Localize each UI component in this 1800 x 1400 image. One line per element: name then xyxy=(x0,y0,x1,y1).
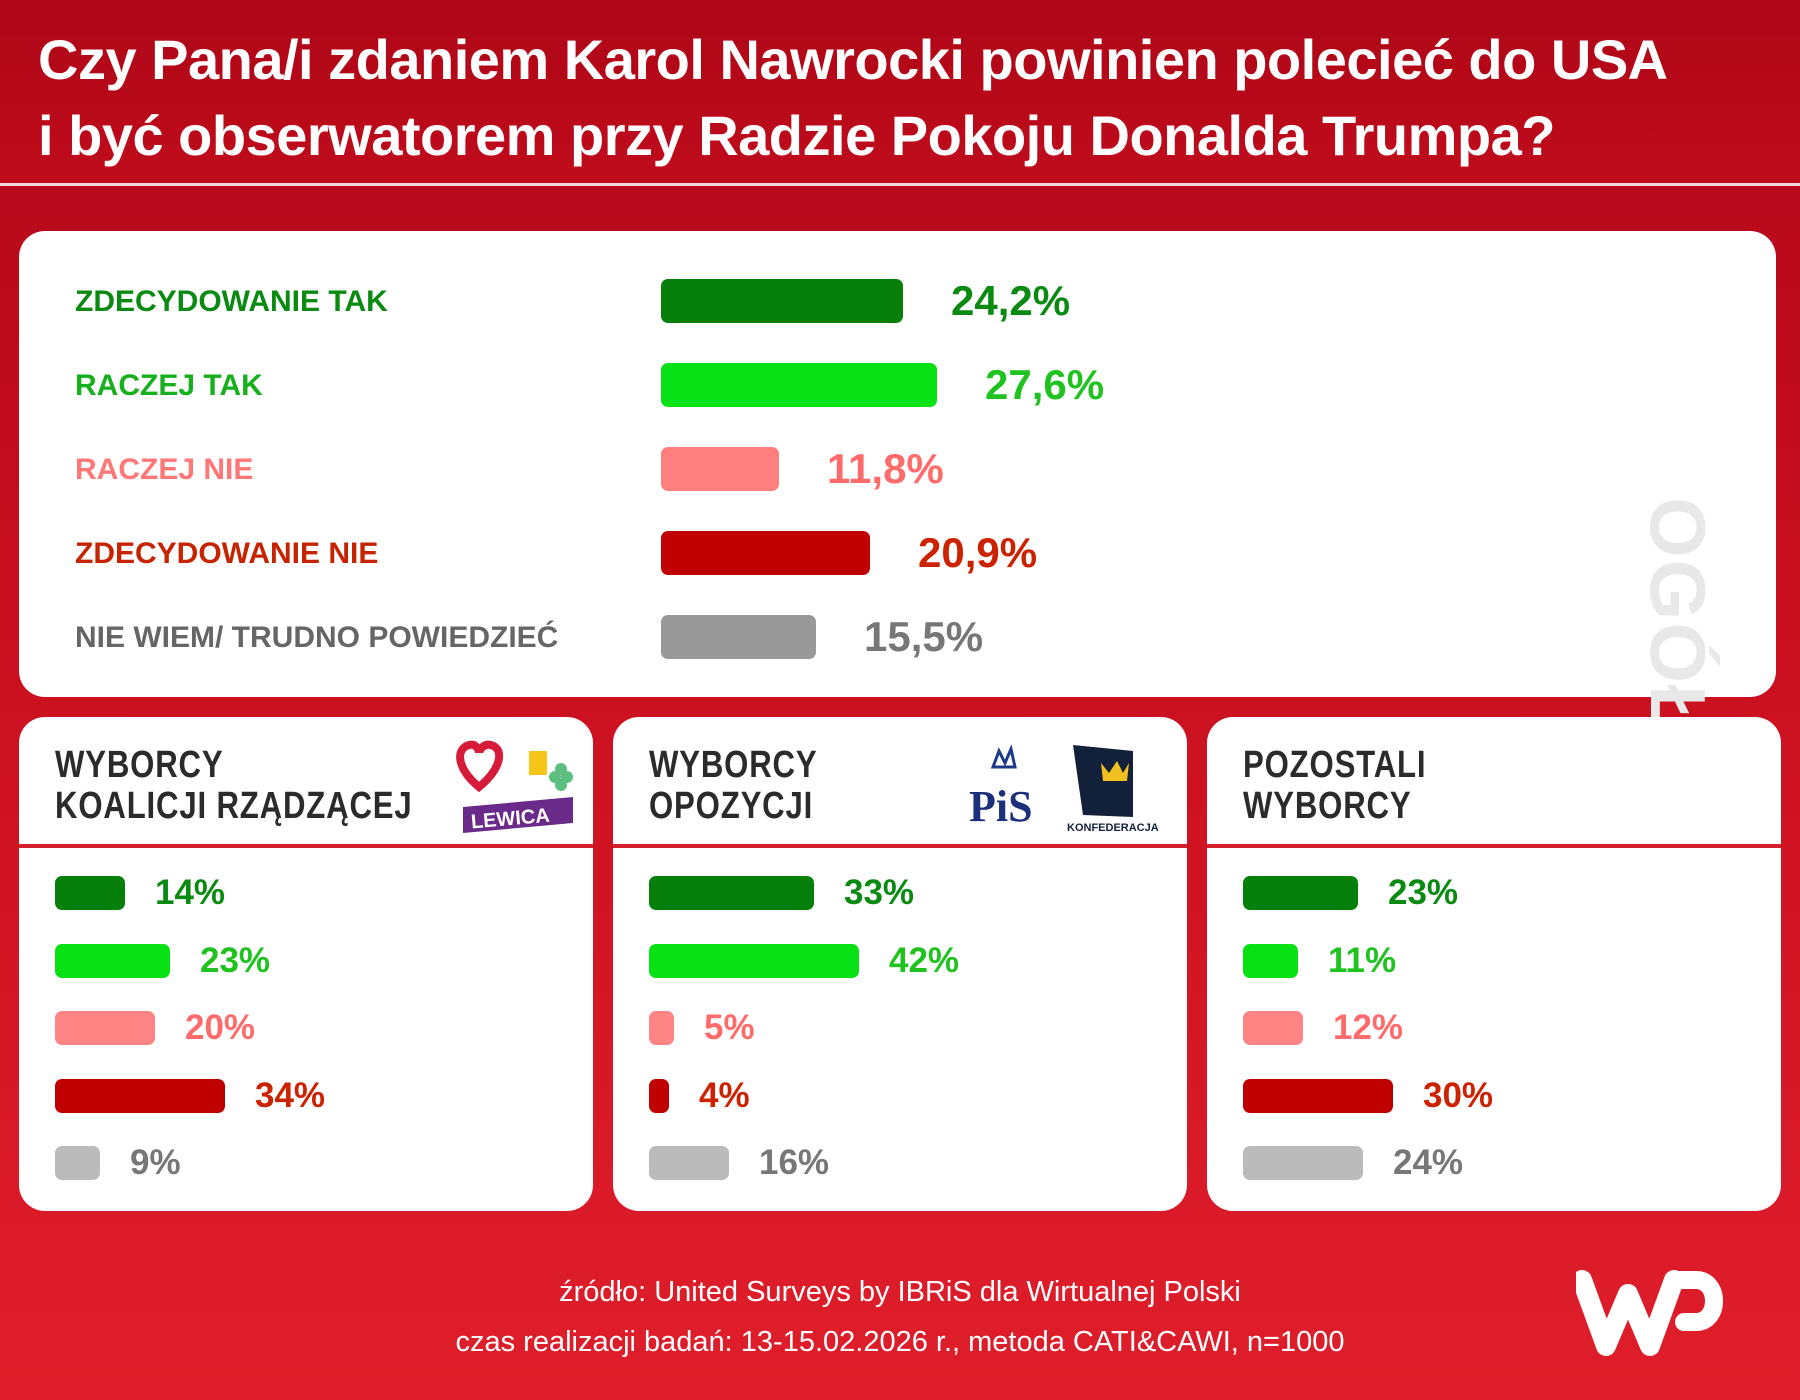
value-label: 34% xyxy=(255,1075,326,1115)
value-label: 30% xyxy=(1423,1075,1494,1115)
page-title: Czy Pana/i zdaniem Karol Nawrocki powini… xyxy=(38,22,1668,174)
bar-row: 12% xyxy=(1207,1008,1781,1047)
bar xyxy=(55,1078,225,1113)
bar-row: 24% xyxy=(1207,1143,1781,1182)
bar xyxy=(649,1146,729,1180)
value-label: 24% xyxy=(1393,1143,1464,1182)
bar-row: 4% xyxy=(613,1075,1187,1115)
bar-row: 5% xyxy=(613,1008,1187,1047)
value-label: 4% xyxy=(699,1075,750,1115)
value-label: 11,8% xyxy=(827,445,944,492)
method-text: czas realizacji badań: 13-15.02.2026 r.,… xyxy=(455,1326,1345,1358)
value-label: 9% xyxy=(130,1143,181,1182)
bar xyxy=(649,1078,669,1113)
value-label: 27,6% xyxy=(985,361,1105,408)
bar xyxy=(55,943,170,978)
value-label: 14% xyxy=(155,873,226,912)
value-label: 23% xyxy=(1388,873,1459,912)
bar-row: 42% xyxy=(613,940,1187,980)
opposition-logos-icon: PiS KONFEDERACJA xyxy=(969,744,1159,834)
source-text: źródło: United Surveys by IBRiS dla Wirt… xyxy=(559,1276,1241,1308)
bar-row: 23% xyxy=(19,940,593,980)
value-label: 20% xyxy=(185,1008,256,1047)
coalition-logos-icon: LEWICA xyxy=(456,740,573,833)
category-label: RACZEJ NIE xyxy=(75,453,254,486)
bar xyxy=(649,1011,674,1045)
bar-row: 20% xyxy=(19,1008,593,1047)
bar xyxy=(1243,1146,1363,1180)
bar xyxy=(1243,876,1358,910)
title-line: i być obserwatorem przy Radzie Pokoju Do… xyxy=(38,104,1555,167)
bar-row: 16% xyxy=(613,1143,1187,1182)
bar-row: 9% xyxy=(19,1143,593,1182)
bar xyxy=(661,531,870,575)
bar-row: 34% xyxy=(19,1075,593,1115)
value-label: 42% xyxy=(889,940,960,980)
bar xyxy=(661,447,779,491)
panel-title: WYBORCY OPOZYCJI xyxy=(649,744,818,827)
bar-row: ZDECYDOWANIE TAK 24,2% xyxy=(19,277,1776,324)
bar-row: ZDECYDOWANIE NIE 20,9% xyxy=(19,529,1776,576)
panel-title: POZOSTALI WYBORCY xyxy=(1243,744,1427,827)
bar xyxy=(649,943,859,978)
bar-row: NIE WIEM/ TRUDNO POWIEDZIEĆ 15,5% xyxy=(19,613,1776,660)
header: Czy Pana/i zdaniem Karol Nawrocki powini… xyxy=(0,0,1800,186)
bar-row: 11% xyxy=(1207,940,1781,980)
bar xyxy=(661,615,816,659)
bar-row: 14% xyxy=(19,873,593,912)
bar xyxy=(649,876,814,910)
bar-row: RACZEJ TAK 27,6% xyxy=(19,361,1776,408)
category-label: ZDECYDOWANIE NIE xyxy=(75,537,379,570)
svg-text:PiS: PiS xyxy=(969,782,1033,831)
title-line: Czy Pana/i zdaniem Karol Nawrocki powini… xyxy=(38,28,1668,91)
value-label: 16% xyxy=(759,1143,830,1182)
bar xyxy=(1243,943,1298,978)
panel-header: WYBORCY KOALICJI RZĄDZĄCEJ LEWICA xyxy=(19,717,593,848)
wp-logo-icon xyxy=(1576,1270,1723,1356)
value-label: 15,5% xyxy=(864,613,984,660)
value-label: 5% xyxy=(704,1008,755,1047)
svg-text:KONFEDERACJA: KONFEDERACJA xyxy=(1067,822,1159,834)
other-voters-panel: POZOSTALI WYBORCY 23% 11% 12% 30% 24% xyxy=(1207,717,1781,1211)
bar xyxy=(661,279,903,323)
category-label: NIE WIEM/ TRUDNO POWIEDZIEĆ xyxy=(75,621,559,654)
panel-title: WYBORCY KOALICJI RZĄDZĄCEJ xyxy=(55,744,413,827)
value-label: 11% xyxy=(1328,940,1397,980)
bar xyxy=(55,876,125,910)
bar-row: 33% xyxy=(613,873,1187,912)
value-label: 23% xyxy=(200,940,271,980)
bar xyxy=(55,1146,100,1180)
overall-label: OGÓŁEM xyxy=(1634,497,1722,856)
panel-header: WYBORCY OPOZYCJI PiS KONFEDERACJA xyxy=(613,717,1187,848)
value-label: 20,9% xyxy=(918,529,1038,576)
bar-row: 30% xyxy=(1207,1075,1781,1115)
opposition-voters-panel: WYBORCY OPOZYCJI PiS KONFEDERACJA 33% 42% 5… xyxy=(613,717,1187,1211)
bar-row: RACZEJ NIE 11,8% xyxy=(19,445,1776,492)
value-label: 12% xyxy=(1333,1008,1404,1047)
value-label: 33% xyxy=(844,873,915,912)
category-label: RACZEJ TAK xyxy=(75,369,263,402)
panel-header: POZOSTALI WYBORCY xyxy=(1207,717,1781,848)
bar xyxy=(1243,1078,1393,1113)
overall-chart-card: OGÓŁEM ZDECYDOWANIE TAK 24,2% RACZEJ TAK 27… xyxy=(19,231,1776,856)
bar xyxy=(1243,1011,1303,1045)
value-label: 24,2% xyxy=(951,277,1071,324)
coalition-voters-panel: WYBORCY KOALICJI RZĄDZĄCEJ LEWICA 14% 23% 2… xyxy=(19,717,593,1211)
bar xyxy=(55,1011,155,1045)
bar xyxy=(661,363,937,407)
category-label: ZDECYDOWANIE TAK xyxy=(75,285,388,318)
bar-row: 23% xyxy=(1207,873,1781,912)
